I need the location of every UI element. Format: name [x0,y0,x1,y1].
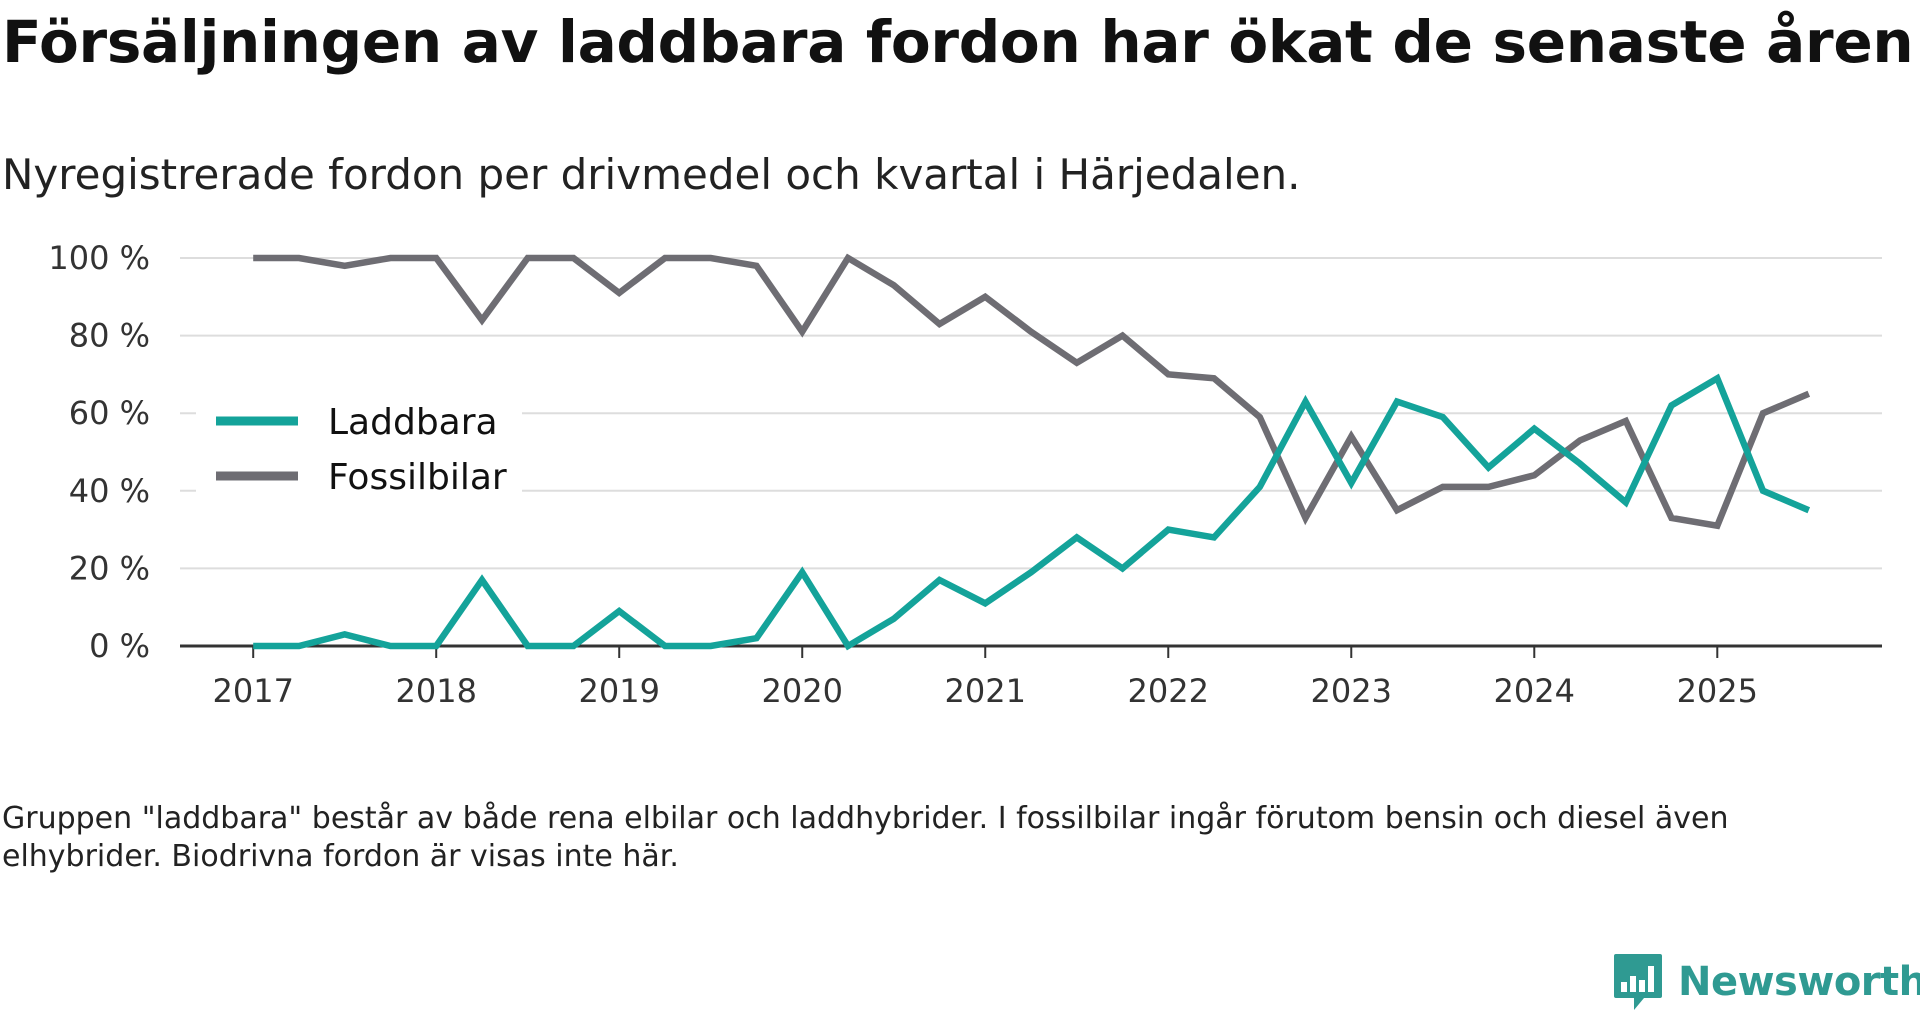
chart-subtitle: Nyregistrerade fordon per drivmedel och … [2,150,1301,199]
legend-label-fossilbilar: Fossilbilar [328,457,507,498]
brand-logo: Newsworthy [1612,950,1920,1010]
chart-title: Försäljningen av laddbara fordon har öka… [2,8,1914,76]
legend-label-laddbara: Laddbara [328,402,498,443]
x-tick-label: 2017 [212,672,293,710]
legend: Laddbara Fossilbilar [196,388,522,520]
axes: 0 % 20 % 40 % 60 % 80 % 100 % 2017 2018 2019 2020… [48,239,1882,710]
y-tick-label: 0 % [89,627,150,665]
x-tick-label: 2022 [1128,672,1209,710]
y-tick-label: 40 % [69,472,150,510]
y-tick-label: 60 % [69,394,150,432]
y-tick-label: 20 % [69,549,150,587]
legend-background [196,388,522,520]
x-tick-label: 2021 [945,672,1026,710]
x-tick-label: 2020 [762,672,843,710]
footnote: Gruppen "laddbara" består av både rena e… [2,801,1729,874]
series-lines [253,253,1811,651]
y-tick-label: 80 % [69,317,150,355]
x-tick-label: 2025 [1677,672,1758,710]
line-chart: 0 % 20 % 40 % 60 % 80 % 100 % 2017 2018 2019 2020… [48,239,1882,710]
x-tick-label: 2019 [579,672,660,710]
brand-name: Newsworthy [1678,959,1920,1005]
x-tick-label: 2024 [1494,672,1575,710]
newsworthy-icon [1614,954,1662,1010]
x-tick-label: 2023 [1311,672,1392,710]
x-tick-label: 2018 [395,672,476,710]
y-tick-label: 100 % [48,239,150,277]
